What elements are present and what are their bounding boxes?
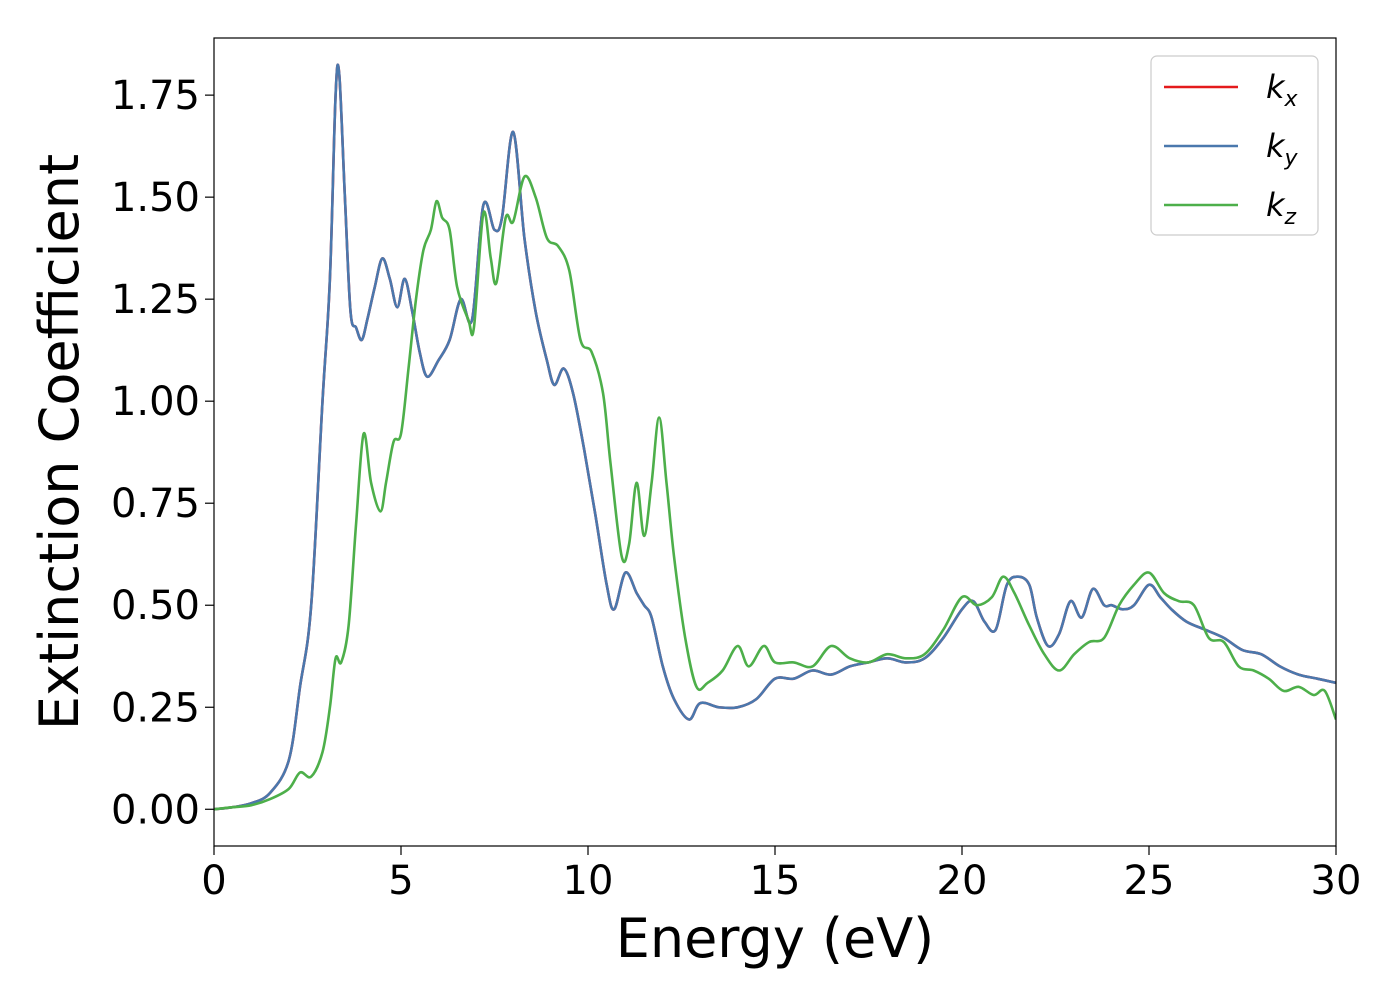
y-tick-label: 1.50: [111, 175, 200, 221]
y-tick-label: 0.00: [111, 787, 200, 833]
x-tick-label: 15: [750, 858, 801, 904]
series-line-kz: [214, 174, 1336, 811]
x-tick-label: 20: [937, 858, 988, 904]
y-axis-label: Extinction Coefficient: [28, 154, 91, 730]
plot-area: [214, 38, 1336, 846]
x-tick-label: 25: [1124, 858, 1175, 904]
series-line-ky: [214, 63, 1336, 811]
series-layer: [214, 63, 1336, 811]
y-tick-label: 0.75: [111, 481, 200, 527]
x-tick-label: 30: [1311, 858, 1362, 904]
legend: kx ky kz: [1150, 55, 1319, 236]
y-tick-label: 1.75: [111, 73, 200, 119]
x-tick-label: 0: [201, 858, 226, 904]
y-tick-label: 1.00: [111, 379, 200, 425]
x-axis-label: Energy (eV): [616, 907, 935, 970]
y-tick-label: 0.50: [111, 583, 200, 629]
x-axis: 0 5 10 15 20 25 30: [201, 846, 1361, 904]
x-tick-label: 5: [388, 858, 413, 904]
y-tick-label: 1.25: [111, 277, 200, 323]
x-tick-label: 10: [563, 858, 614, 904]
y-axis: 0.00 0.25 0.50 0.75 1.00 1.25 1.50 1.75: [111, 73, 214, 833]
legend-label-kz: kz: [1266, 186, 1297, 230]
y-tick-label: 0.25: [111, 685, 200, 731]
legend-label-kx: kx: [1266, 68, 1299, 112]
legend-label-ky: ky: [1266, 127, 1299, 171]
